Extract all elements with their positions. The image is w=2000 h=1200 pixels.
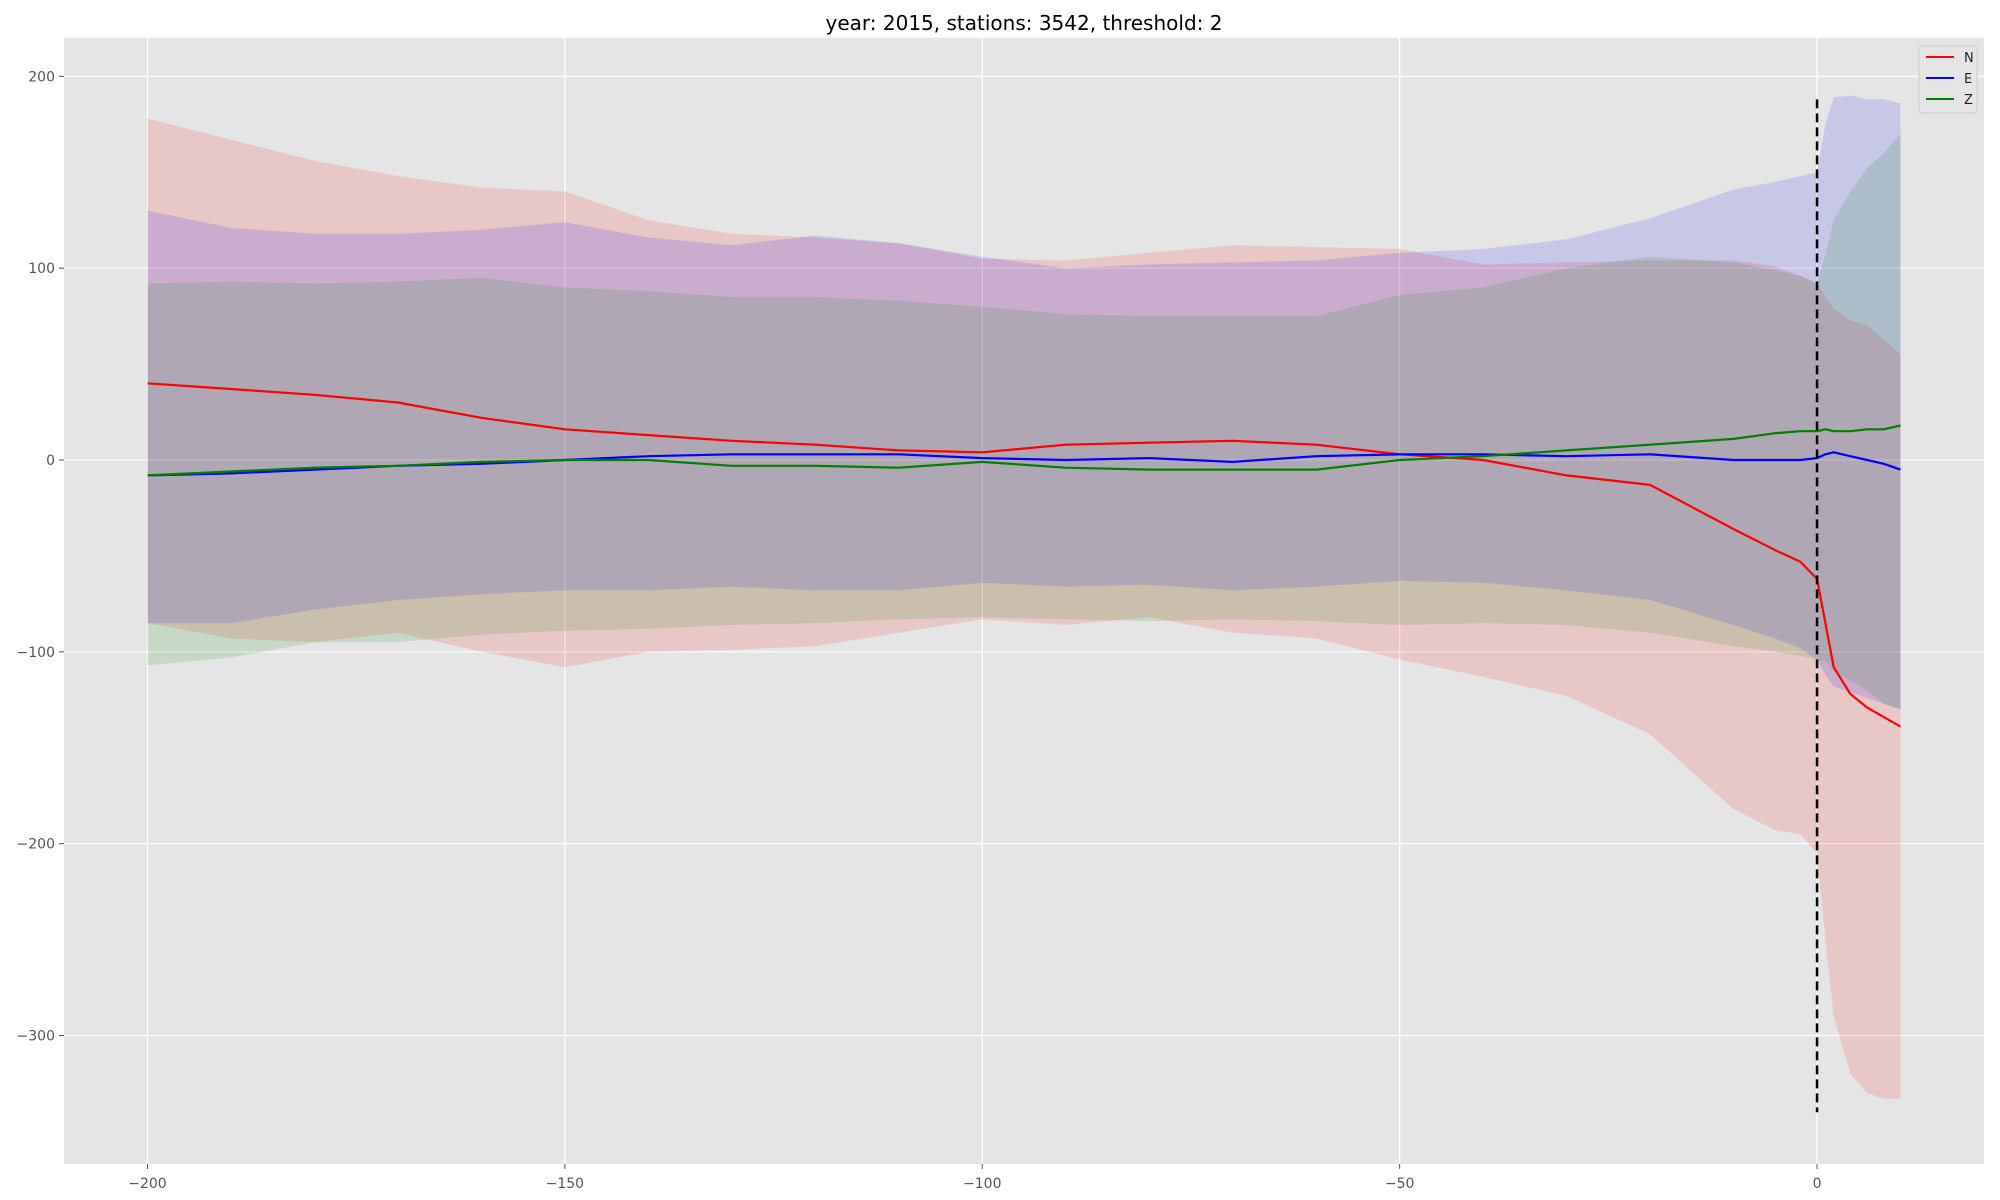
y-tick-label: −100: [17, 645, 55, 661]
band-Z: [147, 133, 1901, 710]
y-tick-label: 100: [28, 261, 55, 277]
band-E: [147, 95, 1901, 710]
y-tick-label: 200: [28, 69, 55, 85]
legend-label-E: E: [1964, 72, 1972, 87]
confidence-bands: [147, 95, 1901, 1099]
x-tick-label: −150: [546, 1176, 584, 1192]
axis-ticks: −200 −150 −100 −50 0 200 100 0 −100 −200 −300: [17, 69, 1822, 1192]
x-tick-label: −50: [1385, 1176, 1415, 1192]
legend-label-Z: Z: [1964, 93, 1973, 108]
plot-area: [64, 38, 1984, 1164]
series-line-Z: [147, 424, 1901, 477]
x-tick-label: −100: [963, 1176, 1001, 1192]
y-tick-label: −200: [17, 837, 55, 853]
x-tick-label: 0: [1813, 1176, 1822, 1192]
chart-title: year: 2015, stations: 3542, threshold: 2: [826, 11, 1223, 35]
x-tick-label: −200: [128, 1176, 166, 1192]
legend-box: [1918, 45, 1978, 114]
grid: [64, 38, 1984, 1164]
legend: N E Z: [1918, 45, 1978, 114]
y-tick-label: 0: [46, 453, 55, 469]
band-N: [147, 118, 1901, 1099]
series-lines: [147, 382, 1902, 728]
legend-label-N: N: [1964, 51, 1974, 66]
series-line-N: [147, 382, 1902, 728]
y-tick-label: −300: [17, 1028, 55, 1044]
